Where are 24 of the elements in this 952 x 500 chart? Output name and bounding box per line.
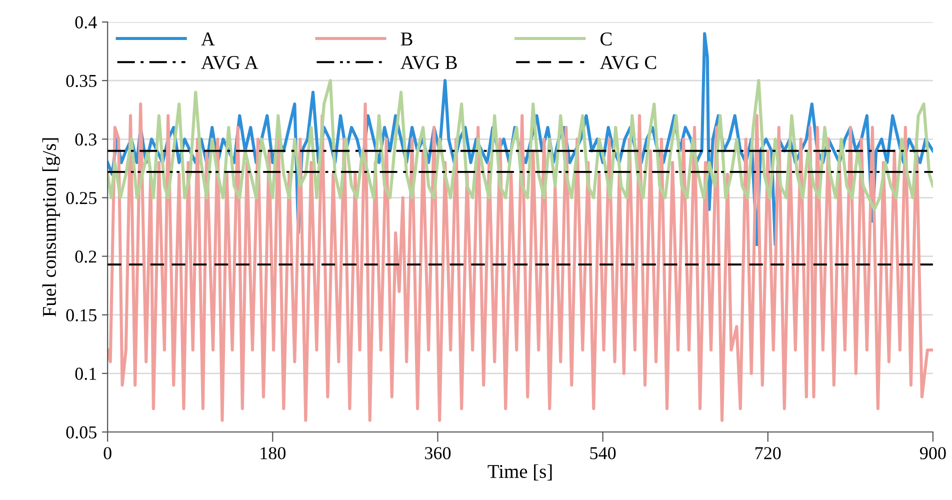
y-tick-label: 0.35 <box>66 74 96 88</box>
x-tick-label: 900 <box>920 447 946 460</box>
legend-label: AVG A <box>201 56 258 70</box>
y-axis-title: Fuel consumption [g/s] <box>42 138 60 317</box>
y-tick-label: 0.1 <box>75 368 96 380</box>
y-tick-label: 0.05 <box>66 426 96 439</box>
x-tick-label: 0 <box>104 447 112 460</box>
x-tick-label: 360 <box>425 447 451 460</box>
y-tick-label: 0.2 <box>75 250 96 263</box>
legend-label: A <box>201 32 215 46</box>
x-axis-title: Time [s] <box>488 464 552 480</box>
line-series <box>108 102 933 422</box>
x-tick-label: 180 <box>260 447 286 460</box>
legend-label: AVG C <box>600 56 656 70</box>
y-tick-label: 0.15 <box>66 309 96 322</box>
legend-label: C <box>600 32 612 46</box>
y-tick-label: 0.25 <box>66 192 96 204</box>
y-tick-label: 0.3 <box>75 133 96 146</box>
legend-label: AVG B <box>400 56 457 70</box>
y-tick-label: 0.4 <box>75 16 97 29</box>
x-tick-label: 540 <box>590 447 616 460</box>
legend-label: B <box>400 32 412 46</box>
x-tick-label: 720 <box>756 447 781 460</box>
line-series <box>108 79 933 211</box>
